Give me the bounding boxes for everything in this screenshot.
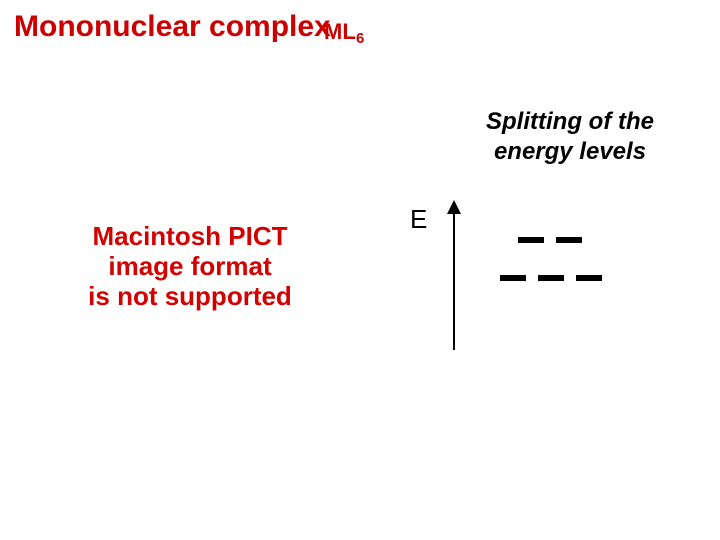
energy-level-dash: [538, 275, 564, 281]
pict-placeholder-line3: is not supported: [40, 282, 340, 312]
pict-placeholder-line2: image format: [40, 252, 340, 282]
energy-level-dash: [500, 275, 526, 281]
slide-stage: Mononuclear complex ML 6 Splitting of th…: [0, 0, 720, 540]
energy-level-dash: [556, 237, 582, 243]
lower-energy-levels: [500, 275, 602, 281]
energy-axis-arrow: [447, 200, 461, 350]
energy-level-dash: [518, 237, 544, 243]
pict-placeholder-line1: Macintosh PICT: [40, 222, 340, 252]
upper-energy-levels: [518, 237, 582, 243]
energy-level-dash: [576, 275, 602, 281]
